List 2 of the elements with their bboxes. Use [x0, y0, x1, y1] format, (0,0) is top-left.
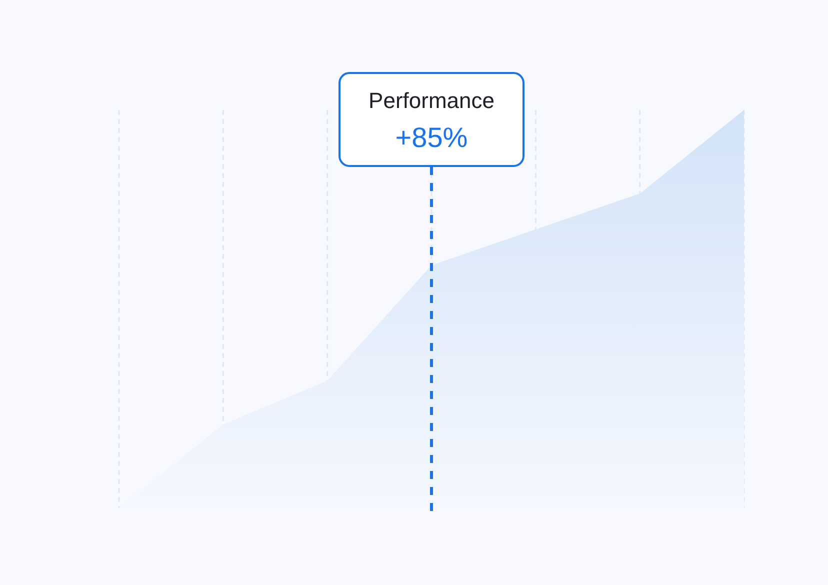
annotation: +85%: [395, 122, 468, 153]
annotation: Performance: [368, 88, 494, 113]
